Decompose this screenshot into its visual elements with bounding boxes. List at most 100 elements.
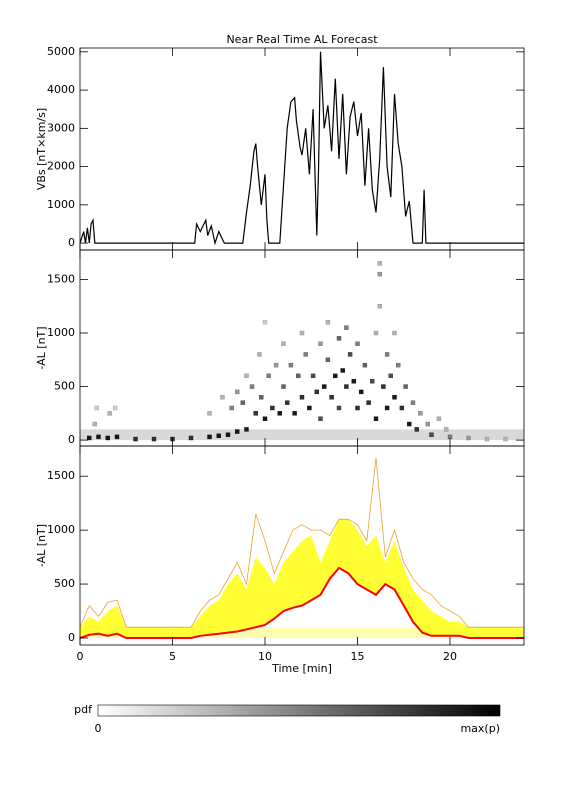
y-tick-label: 500 — [54, 577, 75, 590]
pdf-cell — [107, 411, 112, 416]
pdf-cell — [333, 373, 338, 379]
pdf-cell — [388, 373, 393, 379]
x-tick-label: 10 — [258, 650, 272, 663]
y-axis-label: -AL [nT] — [35, 326, 48, 369]
pdf-cell — [281, 384, 286, 389]
pdf-cell — [288, 362, 294, 368]
pdf-cell — [112, 405, 118, 411]
colorbar — [97, 704, 501, 717]
max-line — [80, 457, 524, 628]
pdf-cell — [418, 411, 423, 416]
pdf-cell — [133, 436, 138, 442]
pdf-cell — [257, 352, 262, 357]
colorbar-label: pdf — [74, 703, 93, 716]
chart-title: Near Real Time AL Forecast — [226, 33, 378, 46]
x-tick-label: 5 — [169, 650, 176, 663]
upper-area — [80, 519, 524, 638]
y-tick-label: 5000 — [47, 45, 75, 58]
y-tick-label: 2000 — [47, 160, 75, 173]
pdf-cell — [366, 400, 371, 405]
pdf-cell — [281, 341, 286, 346]
pdf-cell — [105, 435, 110, 441]
pdf-cell — [370, 379, 375, 384]
pdf-cell — [225, 432, 231, 437]
pdf-cell — [273, 362, 279, 368]
pdf-cell — [359, 389, 364, 395]
pdf-cell — [336, 405, 342, 411]
y-tick-label: 1500 — [47, 272, 75, 285]
pdf-cell — [407, 421, 412, 427]
pdf-cell — [314, 389, 319, 395]
y-tick-label: 1000 — [47, 198, 75, 211]
pdf-cell — [414, 427, 419, 432]
pdf-cell — [96, 434, 101, 440]
pdf-cell — [262, 416, 268, 421]
pdf-cell — [384, 352, 390, 357]
plot-area — [80, 261, 524, 442]
plot-area — [80, 457, 524, 639]
x-tick-label: 15 — [351, 650, 365, 663]
pdf-cell — [207, 434, 212, 440]
pdf-cell — [114, 434, 120, 440]
forecast-band — [80, 627, 524, 638]
pdf-cell — [347, 352, 353, 357]
pdf-cell — [355, 405, 360, 411]
pdf-cell — [396, 362, 401, 368]
pdf-cell — [392, 395, 397, 400]
pdf-cell — [325, 320, 331, 325]
pdf-cell — [87, 435, 92, 441]
axes-frame — [79, 47, 525, 251]
y-tick-label: 1000 — [47, 523, 75, 536]
pdf-cell — [392, 330, 397, 336]
colorbar-max: max(p) — [460, 722, 500, 735]
pdf-cell — [188, 435, 194, 441]
pdf-cell — [351, 379, 356, 384]
pdf-cell — [249, 384, 255, 389]
plot-area — [80, 51, 524, 246]
pdf-cell — [262, 320, 268, 325]
pdf-cell — [444, 427, 449, 432]
y-tick-label: 0 — [68, 631, 75, 644]
y-tick-label: 3000 — [47, 121, 75, 134]
pdf-cell — [344, 325, 349, 330]
pdf-cell — [318, 341, 323, 346]
pdf-cell — [381, 384, 386, 389]
pdf-cell — [399, 405, 405, 411]
pdf-cell — [466, 435, 471, 441]
pdf-cell — [151, 436, 157, 442]
x-tick-label: 0 — [77, 650, 84, 663]
y-tick-label: 0 — [68, 236, 75, 249]
pdf-cell — [503, 436, 508, 442]
pdf-cell — [94, 405, 99, 411]
pdf-cell — [403, 384, 408, 389]
y-tick-label: 500 — [54, 380, 75, 393]
pdf-cell — [336, 336, 342, 341]
pdf-cell — [296, 373, 301, 379]
y-tick-label: 0 — [68, 433, 75, 446]
pdf-cell — [303, 352, 308, 357]
pdf-cell — [318, 416, 323, 421]
pdf-cell — [429, 432, 434, 437]
colorbar-min: 0 — [95, 722, 102, 735]
pdf-cell — [362, 362, 368, 368]
pdf-cell — [292, 411, 297, 416]
axes-frame — [79, 249, 525, 447]
pdf-cell — [207, 411, 212, 416]
pdf-cell — [307, 405, 312, 411]
x-tick-label: 20 — [443, 650, 457, 663]
pdf-cell — [484, 436, 490, 442]
y-tick-label: 1500 — [47, 469, 75, 482]
x-axis-label: Time [min] — [271, 662, 332, 675]
pdf-cell — [244, 427, 249, 432]
pdf-cell — [244, 373, 249, 379]
pdf-cell — [425, 421, 430, 427]
vbs-line — [80, 51, 524, 246]
pdf-cell — [220, 395, 225, 400]
pdf-cell — [384, 405, 390, 411]
pdf-cell — [436, 416, 442, 421]
pdf-cell — [377, 271, 382, 277]
pdf-cell — [270, 405, 275, 411]
pdf-cell — [340, 368, 345, 373]
pdf-cell — [329, 395, 334, 400]
